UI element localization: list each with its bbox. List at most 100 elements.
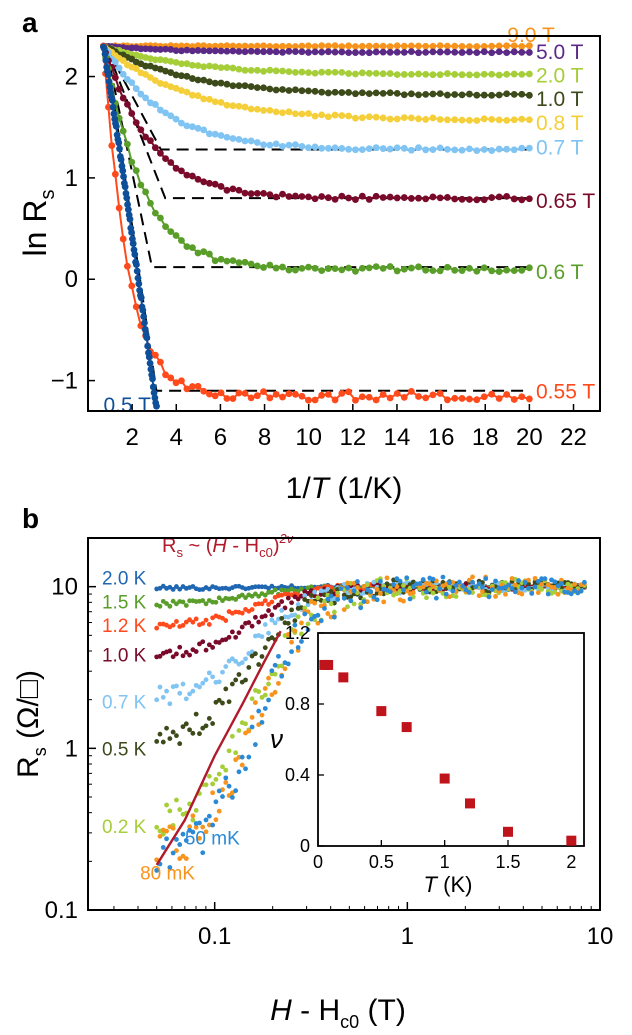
panel-a-data-point — [393, 48, 401, 56]
panel-b-data-point — [292, 622, 298, 628]
panel-a-data-point — [217, 99, 225, 106]
panel-b-data-point — [276, 602, 281, 608]
panel-a-data-point — [285, 266, 293, 274]
panel-a-data-point — [167, 83, 175, 91]
panel-a-data-point — [407, 48, 415, 55]
panel-b-data-point — [424, 589, 429, 595]
panel-a-data-point — [235, 186, 243, 194]
panel-a-dashed-guides — [104, 45, 530, 392]
panel-a-data-point — [136, 286, 144, 294]
panel-b-data-point — [394, 591, 400, 597]
panel-a-data-point — [305, 263, 312, 271]
panel-b-data-point — [177, 690, 183, 696]
panel-b-data-point — [190, 817, 196, 823]
panel-b-data-point — [266, 675, 271, 681]
panel-a-data-point — [124, 201, 131, 208]
panel-b-data-point — [246, 665, 252, 670]
panel-a-data-point — [229, 185, 237, 193]
panel-a-data-point — [466, 145, 473, 153]
panel-a-data-point — [436, 144, 444, 152]
panel-a-data-point — [217, 132, 225, 139]
panel-a-data-point — [518, 196, 526, 204]
panel-a-data-point — [266, 66, 274, 74]
panel-a-data-point — [407, 195, 415, 202]
panel-a-data-point — [480, 146, 488, 153]
panel-a-data-point — [429, 114, 437, 122]
panel-a-data-point — [318, 42, 326, 50]
panel-b-data-point — [539, 586, 545, 592]
panel-b-y-ticks: 0.1 1 10 — [45, 574, 96, 924]
panel-a-data-point — [415, 263, 422, 271]
panel-b-data-point — [404, 575, 410, 581]
panel-a-data-point — [135, 280, 143, 288]
panel-b-data-point — [170, 850, 176, 856]
panel-b-data-point — [193, 824, 199, 830]
panel-a-data-point — [157, 358, 164, 366]
panel-a-data-point — [365, 69, 373, 77]
panel-a-data-point — [133, 267, 141, 275]
panel-a-data-point — [235, 65, 243, 73]
panel-b-data-point — [262, 692, 268, 698]
panel-b-data-point — [252, 591, 258, 597]
panel-b-data-point — [460, 583, 466, 589]
panel-b-data-point — [272, 689, 278, 695]
panel-b-data-point — [229, 656, 235, 662]
panel-a-dashed-guide — [104, 45, 530, 392]
panel-a-data-point — [266, 43, 274, 50]
panel-a-data-point — [172, 164, 180, 172]
panel-a-data-point — [525, 91, 533, 99]
panel-a-data-point — [466, 43, 473, 50]
panel-b-data-point — [302, 605, 308, 611]
panel-a-data-point — [178, 60, 185, 68]
panel-a-data-point — [518, 90, 526, 98]
panel-a-data-point — [260, 264, 267, 271]
panel-a-data-point — [229, 135, 237, 142]
panel-a-data-point — [194, 62, 202, 70]
panel-b-data-point — [249, 696, 255, 702]
panel-a-data-point — [324, 194, 332, 202]
panel-a-data-point — [235, 48, 243, 55]
panel-a-data-point — [217, 64, 225, 72]
panel-a-data-point — [200, 178, 208, 186]
panel-b-data-point — [259, 654, 265, 659]
panel-b-data-point — [239, 624, 245, 630]
panel-b-data-point — [233, 597, 239, 602]
panel-b-data-point — [249, 714, 255, 720]
panel-a-x-axis-label: 1/T (1/K) — [286, 472, 403, 505]
panel-a-data-point — [422, 42, 430, 50]
panel-a-data-point — [189, 75, 196, 82]
panel-b-data-point — [239, 592, 245, 598]
panel-a-data-point — [393, 89, 401, 97]
panel-b-data-point — [157, 603, 163, 609]
panel-b-data-point — [289, 607, 294, 613]
panel-b-data-point — [424, 595, 429, 601]
panel-b-data-point — [203, 617, 209, 623]
panel-a-data-point — [338, 68, 346, 76]
panel-b-data-point — [177, 741, 183, 747]
panel-a-data-point — [352, 267, 359, 275]
panel-b-data-point — [183, 721, 189, 727]
panel-b-data-point — [295, 596, 301, 602]
panel-a-data-point — [253, 392, 261, 400]
panel-b-data-point — [239, 762, 245, 768]
panel-a-data-point — [429, 71, 437, 79]
panel-a-data-point — [150, 389, 158, 397]
inset-data-point — [401, 722, 412, 733]
panel-b-data-point — [493, 593, 498, 599]
panel-a-data-point — [162, 371, 169, 379]
panel-a-data-point — [331, 265, 339, 273]
panel-b-data-point — [407, 596, 413, 602]
panel-a-data-point — [235, 136, 243, 143]
panel-b-data-point — [174, 584, 179, 589]
panel-a-data-point — [200, 126, 208, 134]
panel-b-data-point — [295, 614, 301, 620]
panel-a-data-point — [229, 64, 237, 72]
panel-a-data-point — [119, 94, 127, 102]
panel-b-data-point — [187, 824, 192, 830]
panel-b-data-point — [378, 591, 383, 596]
panel-a-data-point — [429, 193, 437, 201]
panel-a-x-tick-label: 6 — [214, 424, 227, 451]
panel-a-data-point — [178, 72, 185, 80]
panel-a-data-point — [422, 195, 430, 203]
panel-a-data-point — [311, 143, 319, 151]
